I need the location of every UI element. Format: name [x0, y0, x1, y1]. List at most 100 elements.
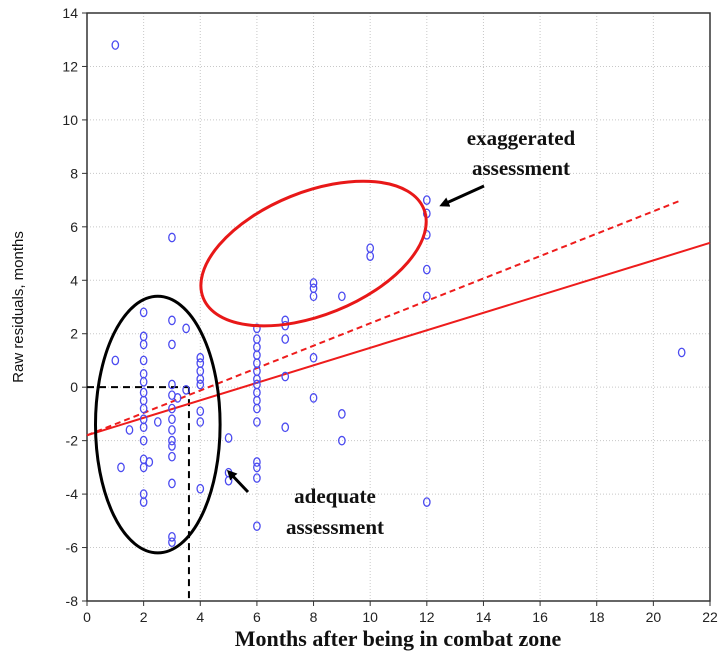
- data-point: [253, 417, 261, 427]
- data-point: [145, 457, 154, 467]
- data-point: [168, 425, 176, 435]
- data-point: [309, 352, 318, 363]
- x-tick-label: 22: [702, 609, 718, 625]
- data-point: [309, 393, 318, 403]
- data-point: [111, 355, 120, 366]
- data-point: [196, 352, 205, 363]
- data-point: [139, 497, 148, 507]
- data-point: [281, 334, 290, 344]
- data-point: [168, 403, 176, 414]
- data-point: [168, 478, 176, 489]
- y-tick-label: -2: [66, 433, 79, 449]
- data-point: [117, 462, 125, 473]
- x-tick-label: 18: [589, 609, 605, 625]
- data-point: [338, 435, 346, 446]
- data-point: [422, 291, 431, 302]
- data-point: [139, 376, 148, 387]
- plot-area: [87, 13, 710, 601]
- data-point: [253, 521, 261, 532]
- y-tick-label: 4: [70, 272, 78, 288]
- x-tick-label: 16: [532, 609, 548, 625]
- data-point: [139, 339, 148, 350]
- data-point: [182, 385, 190, 395]
- data-point: [253, 323, 261, 334]
- data-point: [168, 379, 176, 390]
- data-point: [422, 195, 431, 205]
- x-tick-label: 8: [310, 609, 318, 625]
- reference-lines: [87, 386, 190, 601]
- data-point: [253, 403, 261, 414]
- data-point: [139, 355, 148, 366]
- x-tick-label: 14: [476, 609, 492, 625]
- y-tick-label: 0: [70, 379, 78, 395]
- y-tick-label: 10: [62, 112, 78, 128]
- y-tick-label: 2: [70, 326, 78, 342]
- dashed-fit-line: [86, 199, 683, 437]
- data-point: [253, 374, 261, 385]
- data-point: [224, 433, 233, 443]
- data-point: [309, 291, 318, 302]
- data-point: [111, 40, 120, 50]
- y-tick-label: -8: [66, 593, 79, 609]
- x-axis-ticks: 0 2 4 6 8 10 12 14 16 18 20 22: [83, 601, 718, 625]
- data-point: [139, 307, 148, 318]
- highlight-ellipses: [93, 179, 428, 555]
- data-point: [338, 409, 346, 419]
- y-tick-label: 14: [62, 5, 78, 21]
- data-point: [168, 537, 176, 548]
- data-point: [173, 393, 182, 403]
- x-tick-label: 12: [419, 609, 435, 625]
- data-point: [281, 371, 290, 382]
- data-point: [253, 473, 261, 483]
- data-point: [196, 417, 205, 427]
- data-point: [196, 379, 205, 390]
- data-point: [139, 422, 148, 433]
- x-tick-label: 2: [140, 609, 148, 625]
- gridlines: [86, 12, 711, 602]
- x-axis-label: Months after being in combat zone: [235, 626, 562, 651]
- data-point: [281, 422, 290, 433]
- data-point: [366, 251, 375, 262]
- data-point: [168, 232, 176, 243]
- y-tick-label: 8: [70, 165, 78, 181]
- y-tick-label: 6: [70, 219, 78, 235]
- data-point: [309, 278, 318, 288]
- adequate-label-line1: adequate: [294, 484, 376, 508]
- y-axis-ticks: -8 -6 -4 -2 0 2 4 6 8 10 12 14: [62, 5, 87, 609]
- data-point: [196, 483, 205, 494]
- y-tick-label: -6: [66, 540, 79, 556]
- data-point: [153, 417, 162, 427]
- x-tick-label: 6: [253, 609, 261, 625]
- data-point: [677, 347, 686, 358]
- data-point: [168, 414, 176, 425]
- data-point: [168, 339, 176, 350]
- exaggerated-ellipse: [199, 179, 428, 328]
- exaggerated-label-line1: exaggerated: [467, 126, 576, 150]
- data-point: [168, 532, 176, 542]
- x-tick-label: 0: [83, 609, 91, 625]
- data-point: [422, 497, 431, 507]
- adequate-ellipse: [93, 294, 222, 555]
- x-tick-label: 4: [196, 609, 204, 625]
- data-point: [253, 462, 261, 473]
- data-point: [168, 435, 176, 446]
- data-point: [139, 435, 148, 446]
- data-point: [168, 441, 176, 451]
- data-point: [196, 374, 205, 385]
- data-points: [111, 40, 686, 548]
- data-point: [139, 462, 148, 473]
- data-point: [196, 406, 205, 417]
- data-point: [168, 315, 176, 326]
- data-point: [139, 403, 148, 414]
- plot-frame: [86, 12, 711, 602]
- exaggerated-arrow: [439, 184, 485, 207]
- y-tick-label: -4: [66, 486, 79, 502]
- data-point: [338, 291, 346, 302]
- exaggerated-label-line2: assessment: [472, 156, 570, 180]
- x-tick-label: 20: [646, 609, 662, 625]
- adequate-label-line2: assessment: [286, 515, 384, 539]
- adequate-arrow: [226, 469, 250, 494]
- data-point: [253, 457, 261, 467]
- data-point: [125, 425, 134, 435]
